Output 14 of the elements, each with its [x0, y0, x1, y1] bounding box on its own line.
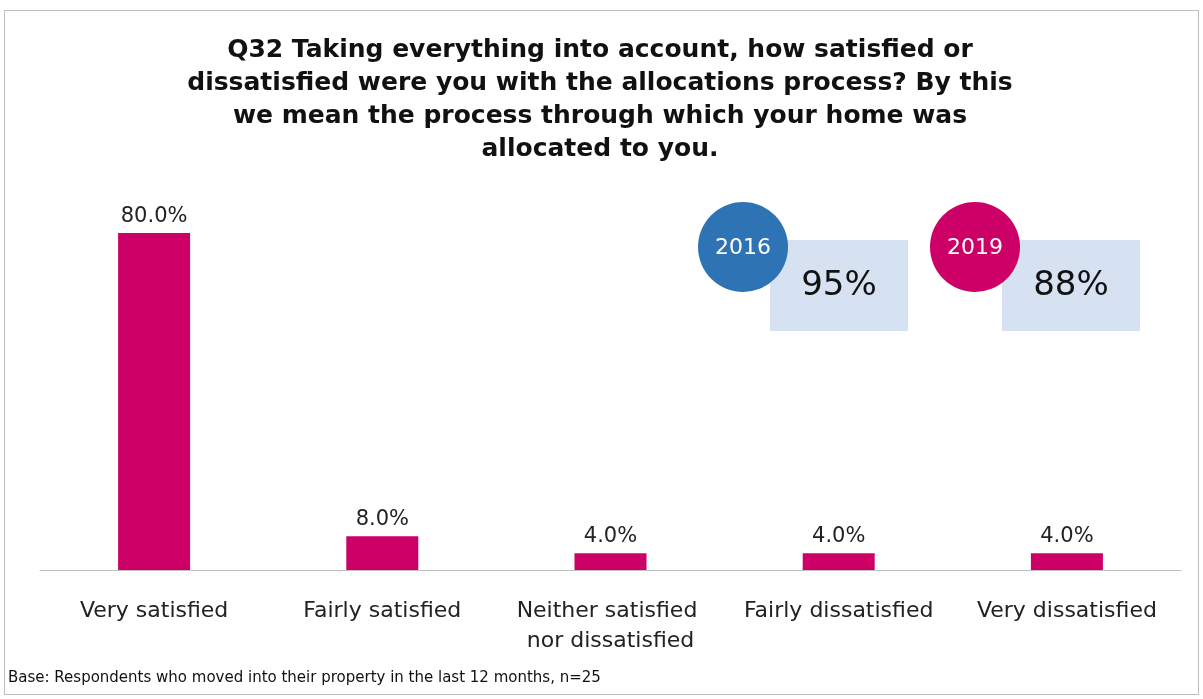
data-label: 4.0% — [1040, 522, 1094, 547]
data-label: 4.0% — [812, 522, 866, 547]
x-tick-label: Very dissatisfied — [976, 596, 1157, 622]
data-label: 8.0% — [355, 505, 409, 530]
annotation: 95% — [800, 263, 878, 303]
text: Base: Respondents who moved into their property in the last 12 months, n=25 — [8, 668, 601, 686]
x-tick-label: Neither satisfied nor dissatisfied — [516, 596, 705, 652]
x-tick-label: Very satisfied — [79, 596, 229, 622]
x-tick-label: Fairly satisfied — [303, 596, 462, 622]
data-label: 4.0% — [583, 522, 638, 547]
chart-title: Q32 Taking everything into account, how satisfied or dissatisfied were you with the allocations process? By this we mean the process through which your home was allocated to you. — [186, 33, 1014, 164]
annotation: 88% — [1032, 263, 1110, 303]
data-label: 80.0% — [120, 202, 188, 227]
x-tick-label: Fairly dissatisfied — [743, 596, 934, 622]
